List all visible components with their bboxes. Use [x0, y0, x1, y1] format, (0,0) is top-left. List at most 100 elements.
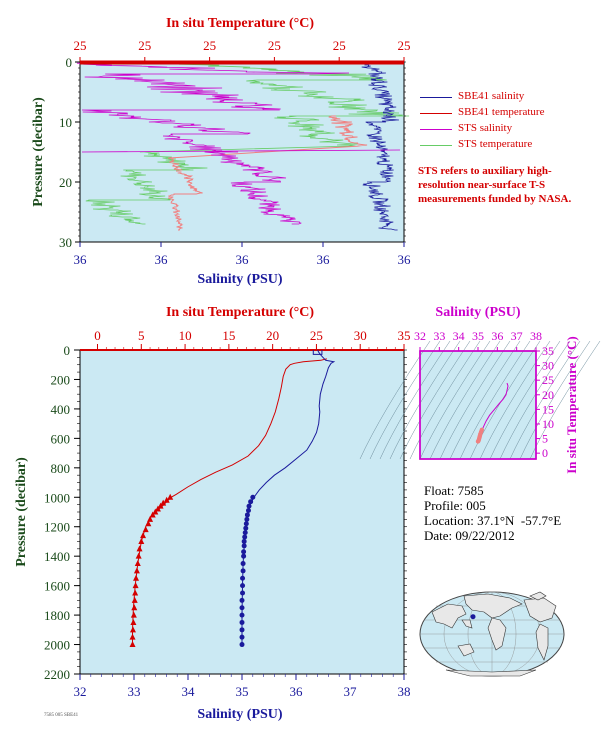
legend-sbe41-salinity: SBE41 salinity	[458, 90, 525, 102]
near-surface-salinity-trace	[312, 350, 323, 355]
ts-temp-tick-1: 5	[542, 432, 548, 446]
temperature-sample-5	[152, 508, 159, 515]
salinity-sample-2	[246, 503, 252, 509]
density-contour	[369, 340, 441, 460]
salinity-sample-8	[242, 530, 248, 536]
info-profile: Profile: 005	[424, 498, 486, 513]
temperature-sample-24	[129, 633, 136, 640]
temperature-sample-19	[131, 596, 138, 603]
salinity-sample-1	[248, 499, 254, 505]
bottom-temp-tick-4: 20	[266, 328, 279, 343]
float-label: Float:	[424, 483, 455, 498]
bottom-pressure-tick-10: 2000	[44, 638, 70, 653]
temperature-sample-11	[138, 537, 145, 544]
bottom-temp-tick-3: 15	[222, 328, 235, 343]
temperature-sample-8	[145, 520, 152, 527]
sts-salinity-mixed-layer-step	[81, 149, 401, 153]
density-contour	[409, 340, 481, 460]
density-contour	[389, 340, 461, 460]
legend-line-sbe41-temperature	[420, 113, 452, 114]
temperature-sample-21	[130, 611, 137, 618]
ts-sal-tick-2: 34	[453, 329, 465, 343]
bottom-temp-tick-0: 0	[94, 328, 101, 343]
map-continents	[431, 591, 557, 677]
salinity-sample-23	[239, 627, 245, 633]
bottom-sal-tick-1: 33	[128, 684, 141, 699]
float-location-marker	[470, 614, 476, 620]
temperature-sample-20	[131, 604, 138, 611]
salinity-sample-21	[239, 612, 245, 618]
temperature-sample-12	[136, 545, 143, 552]
bottom-sal-tick-6: 38	[398, 684, 411, 699]
float-value: 7585	[457, 483, 484, 498]
temperature-sample-1	[163, 496, 170, 503]
near-surface-panel: In situ Temperature (°C) 25 25 25 25 25 25 0 1…	[31, 16, 411, 287]
bottom-temp-tick-2: 10	[179, 328, 192, 343]
date-label: Date:	[424, 528, 453, 543]
bottom-temp-tick-5: 25	[310, 328, 323, 343]
temperature-sample-13	[135, 552, 142, 559]
temperature-sample-25	[129, 641, 136, 648]
density-contour	[459, 340, 531, 460]
legend-line-sts-temperature	[420, 145, 452, 146]
bottom-pressure-tick-9: 1800	[44, 608, 70, 623]
salinity-sample-24	[239, 634, 245, 640]
top-pressure-axis-label: Pressure (decibar)	[31, 97, 46, 207]
legend-line-sbe41-salinity	[420, 97, 452, 98]
ts-temp-tick-7: 35	[542, 344, 554, 358]
bottom-temp-tick-7: 35	[398, 328, 411, 343]
density-contour	[419, 340, 491, 460]
bottom-chart-title: In situ Temperature (°C)	[166, 305, 314, 320]
top-chart-title: In situ Temperature (°C)	[166, 16, 314, 31]
top-salinity-axis-label: Salinity (PSU)	[197, 272, 283, 287]
legend-sts-temperature: STS temperature	[458, 138, 533, 150]
bottom-pressure-tick-11: 2200	[44, 667, 70, 682]
temperature-sample-6	[149, 511, 156, 518]
top-sal-tick-0: 36	[74, 252, 88, 267]
top-temp-tick-2: 25	[203, 38, 216, 53]
bottom-pressure-tick-1: 200	[51, 372, 71, 387]
bottom-sal-tick-3: 35	[236, 684, 249, 699]
salinity-sample-12	[241, 549, 247, 555]
density-contour	[509, 340, 581, 460]
temperature-sample-4	[154, 505, 161, 512]
full-profile-panel: In situ Temperature (°C) 0 5 10 15 20 25 30 35 …	[14, 305, 411, 722]
top-temp-tick-1: 25	[138, 38, 151, 53]
sts-note: STS refers to auxiliary high-resolution …	[418, 165, 572, 205]
salinity-sample-20	[239, 605, 245, 611]
location-value: 37.1°N -57.7°E	[477, 513, 562, 528]
temperature-sample-16	[133, 574, 140, 581]
ts-temp-tick-2: 10	[542, 417, 554, 431]
salinity-sample-18	[240, 590, 246, 596]
bottom-pressure-tick-3: 600	[51, 431, 71, 446]
density-contour	[449, 340, 521, 460]
ts-series	[419, 350, 537, 460]
temperature-sample-17	[132, 582, 139, 589]
ts-sal-tick-6: 38	[530, 329, 542, 343]
ts-salinity-axis-label: Salinity (PSU)	[435, 305, 521, 320]
sts-temperature-trace	[85, 62, 410, 225]
top-pressure-tick-3: 30	[59, 235, 72, 250]
date-value: 09/22/2012	[455, 528, 515, 543]
density-contour	[519, 340, 591, 460]
ts-temperature-axis-label: In situ Temperature (°C)	[564, 336, 579, 474]
temperature-sample-15	[133, 567, 140, 574]
salinity-sample-10	[241, 538, 247, 544]
salinity-sample-5	[244, 516, 250, 522]
top-pressure-tick-2: 20	[59, 175, 72, 190]
bottom-pressure-tick-7: 1400	[44, 549, 70, 564]
temperature-sample-10	[140, 532, 147, 539]
salinity-sample-25	[239, 642, 245, 648]
ts-frame	[419, 350, 537, 460]
ts-temp-tick-4: 20	[542, 388, 554, 402]
legend-sts-salinity: STS salinity	[458, 122, 513, 134]
legend-sbe41-temperature: SBE41 temperature	[458, 106, 545, 118]
salinity-sample-0	[250, 494, 256, 500]
bottom-salinity-axis-label: Salinity (PSU)	[197, 707, 283, 722]
bottom-sal-tick-2: 34	[182, 684, 196, 699]
bottom-pressure-axis-label: Pressure (decibar)	[14, 457, 29, 567]
temperature-profile-line	[132, 358, 328, 645]
salinity-sample-16	[240, 575, 246, 581]
